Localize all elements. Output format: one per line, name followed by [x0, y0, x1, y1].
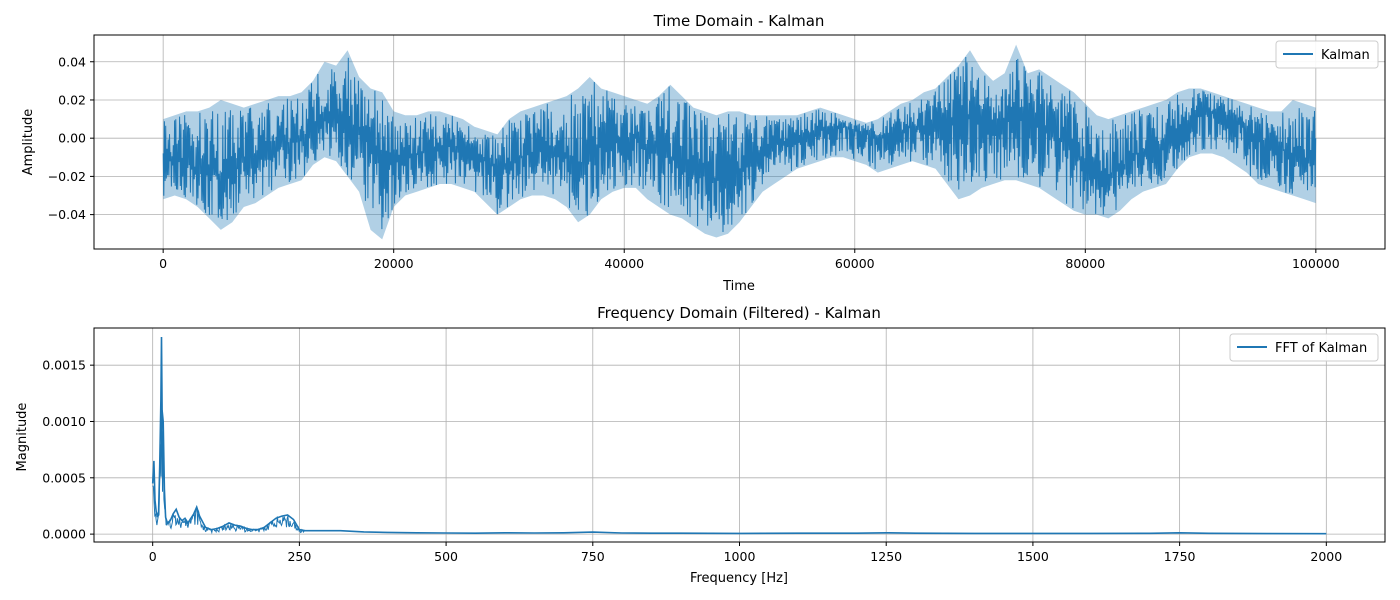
x-tick-label: 500	[434, 549, 458, 564]
x-tick-label: 20000	[374, 256, 414, 271]
y-tick-label: 0.0005	[42, 470, 86, 485]
time-domain-ticks: 0 20000 40000 60000 80000 100000 −0.04 −0.02 0.0…	[48, 54, 1340, 271]
y-tick-label: 0.04	[58, 54, 86, 69]
time-domain-series	[162, 56, 1317, 233]
frequency-domain-legend: FFT of Kalman	[1229, 333, 1379, 362]
x-tick-label: 0	[149, 549, 157, 564]
frequency-domain-grid	[94, 328, 1385, 542]
x-tick-label: 0	[159, 256, 167, 271]
y-tick-label: 0.02	[58, 92, 86, 107]
y-tick-label: −0.02	[48, 169, 86, 184]
frequency-domain-plot: Frequency Domain (Filtered) - Kalman 0 25…	[15, 304, 1386, 586]
legend-box	[1229, 333, 1379, 362]
x-tick-label: 1500	[1017, 549, 1049, 564]
time-domain-legend: Kalman	[1275, 40, 1379, 69]
frequency-domain-series	[151, 336, 1327, 535]
legend-label: Kalman	[1321, 48, 1370, 63]
time-domain-ylabel: Amplitude	[21, 109, 36, 176]
frequency-domain-ylabel: Magnitude	[15, 403, 30, 472]
time-domain-axes-frame	[93, 34, 1386, 250]
x-tick-label: 80000	[1065, 256, 1105, 271]
x-tick-label: 1000	[724, 549, 756, 564]
time-domain-title: Time Domain - Kalman	[653, 12, 825, 30]
time-domain-plot: Time Domain - Kalman 0 20000 40000 60000 800…	[21, 12, 1386, 294]
y-tick-label: −0.04	[48, 207, 86, 222]
x-tick-label: 750	[581, 549, 605, 564]
y-tick-label: 0.00	[58, 131, 86, 146]
frequency-domain-xlabel: Frequency [Hz]	[690, 571, 788, 586]
frequency-domain-ticks: 0 250 500 750 1000 1250 1500 1750 2000 0.0000 0.00…	[42, 358, 1342, 564]
x-tick-label: 1750	[1164, 549, 1196, 564]
time-domain-xlabel: Time	[722, 279, 755, 294]
x-tick-label: 250	[287, 549, 311, 564]
signal-trace	[162, 56, 1317, 233]
x-tick-label: 1250	[870, 549, 902, 564]
y-tick-label: 0.0000	[42, 527, 86, 542]
y-tick-label: 0.0010	[42, 414, 86, 429]
frequency-domain-title: Frequency Domain (Filtered) - Kalman	[597, 304, 881, 322]
x-tick-label: 40000	[604, 256, 644, 271]
x-tick-label: 100000	[1292, 256, 1340, 271]
x-tick-label: 2000	[1310, 549, 1342, 564]
x-tick-label: 60000	[835, 256, 875, 271]
legend-label: FFT of Kalman	[1275, 341, 1367, 356]
spectrum-detail	[152, 385, 305, 535]
legend-box	[1275, 40, 1379, 69]
y-tick-label: 0.0015	[42, 358, 86, 373]
